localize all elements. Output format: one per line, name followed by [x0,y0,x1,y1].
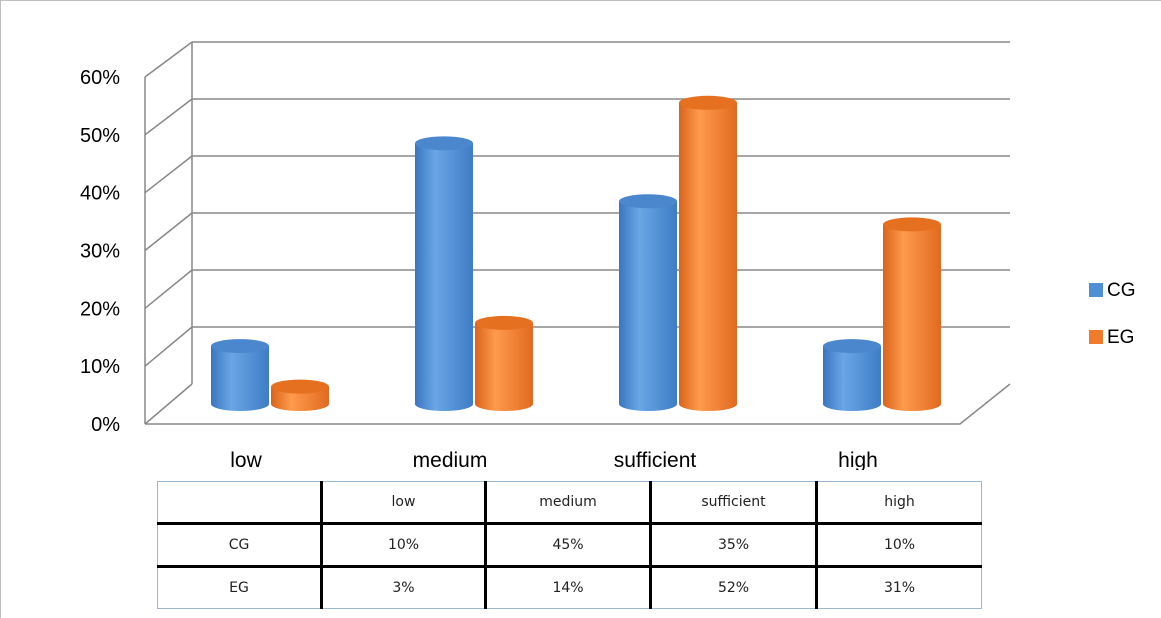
bar-top [883,217,941,232]
y-tick-label: 20% [80,298,120,320]
table-cell: sufficient [649,481,817,525]
gridline-diagonal [144,155,193,194]
table-cell: low [320,481,486,525]
gridline-diagonal [144,326,193,367]
legend-swatch-eg [1089,330,1103,344]
bar-top [619,194,677,209]
table-header-row: low medium sufficient high [157,481,982,525]
table-row: EG 3% 14% 52% 31% [157,566,982,609]
bar-body [271,386,329,411]
frame-left-border [0,0,1,618]
bar-eg-medium [475,315,533,411]
bar-top [475,315,533,330]
table-cell: 14% [484,566,651,609]
bar-top [211,339,269,354]
chart-legend: CG EG [1089,280,1136,348]
bar-top [415,136,473,151]
bar-chart-3d: 0% 10% 20% 30% 40% 50% 60% low medium sufficient… [80,41,1136,470]
table-cell: 31% [815,566,982,609]
table-cell: 10% [320,523,486,568]
table-cell: 3% [320,566,486,609]
gridline-diagonal [144,41,193,78]
x-category-label: high [838,449,878,470]
bar-body [619,201,677,411]
bar-eg-low [271,379,329,411]
legend-swatch-cg [1089,283,1103,297]
y-tick-label: 40% [80,183,120,205]
gridline-diagonal [144,383,193,425]
bar-cg-high [823,339,881,411]
gridline-diagonal [144,98,193,136]
bar-body [823,346,881,411]
chart-bars [211,95,941,411]
bar-body [679,102,737,411]
table-cell: 52% [649,566,817,609]
y-tick-label: 50% [80,125,120,147]
bar-body [475,322,533,411]
bar-eg-high [883,217,941,411]
table-row: CG 10% 45% 35% 10% [157,523,982,568]
table-cell: EG [157,566,322,609]
table-cell: 10% [815,523,982,568]
gridline-diagonal [144,212,193,252]
table-cell: medium [484,481,651,525]
bar-cg-medium [415,136,473,411]
floor-edge [145,383,1011,425]
table-cell: 45% [484,523,651,568]
table-cell: CG [157,523,322,568]
bar-eg-sufficient [679,95,737,411]
bar-body [883,224,941,411]
bar-body [211,346,269,411]
bar-top [679,95,737,110]
bar-top [271,379,329,394]
y-tick-label: 60% [80,67,120,89]
bar-cg-sufficient [619,194,677,411]
legend-label-cg: CG [1107,280,1136,301]
table-cell: high [815,481,982,525]
y-tick-label: 10% [80,356,120,378]
bar-body [415,143,473,411]
gridline-diagonal [144,269,193,309]
x-axis-categories: low medium sufficient high [230,449,878,470]
x-category-label: sufficient [614,449,697,470]
bar-cg-low [211,339,269,411]
chart-gridlines [144,41,1010,425]
y-tick-label: 0% [91,414,120,436]
table-cell [157,481,322,525]
table-cell: 35% [649,523,817,568]
frame-top-border [0,0,1161,1]
x-category-label: medium [413,449,488,470]
x-category-label: low [230,449,262,470]
data-table: low medium sufficient high CG 10% 45% 35% 10% EG 3… [157,481,982,609]
y-tick-label: 30% [80,241,120,263]
bar-top [823,339,881,354]
legend-label-eg: EG [1107,327,1134,348]
y-axis-ticks: 0% 10% 20% 30% 40% 50% 60% [80,67,120,436]
